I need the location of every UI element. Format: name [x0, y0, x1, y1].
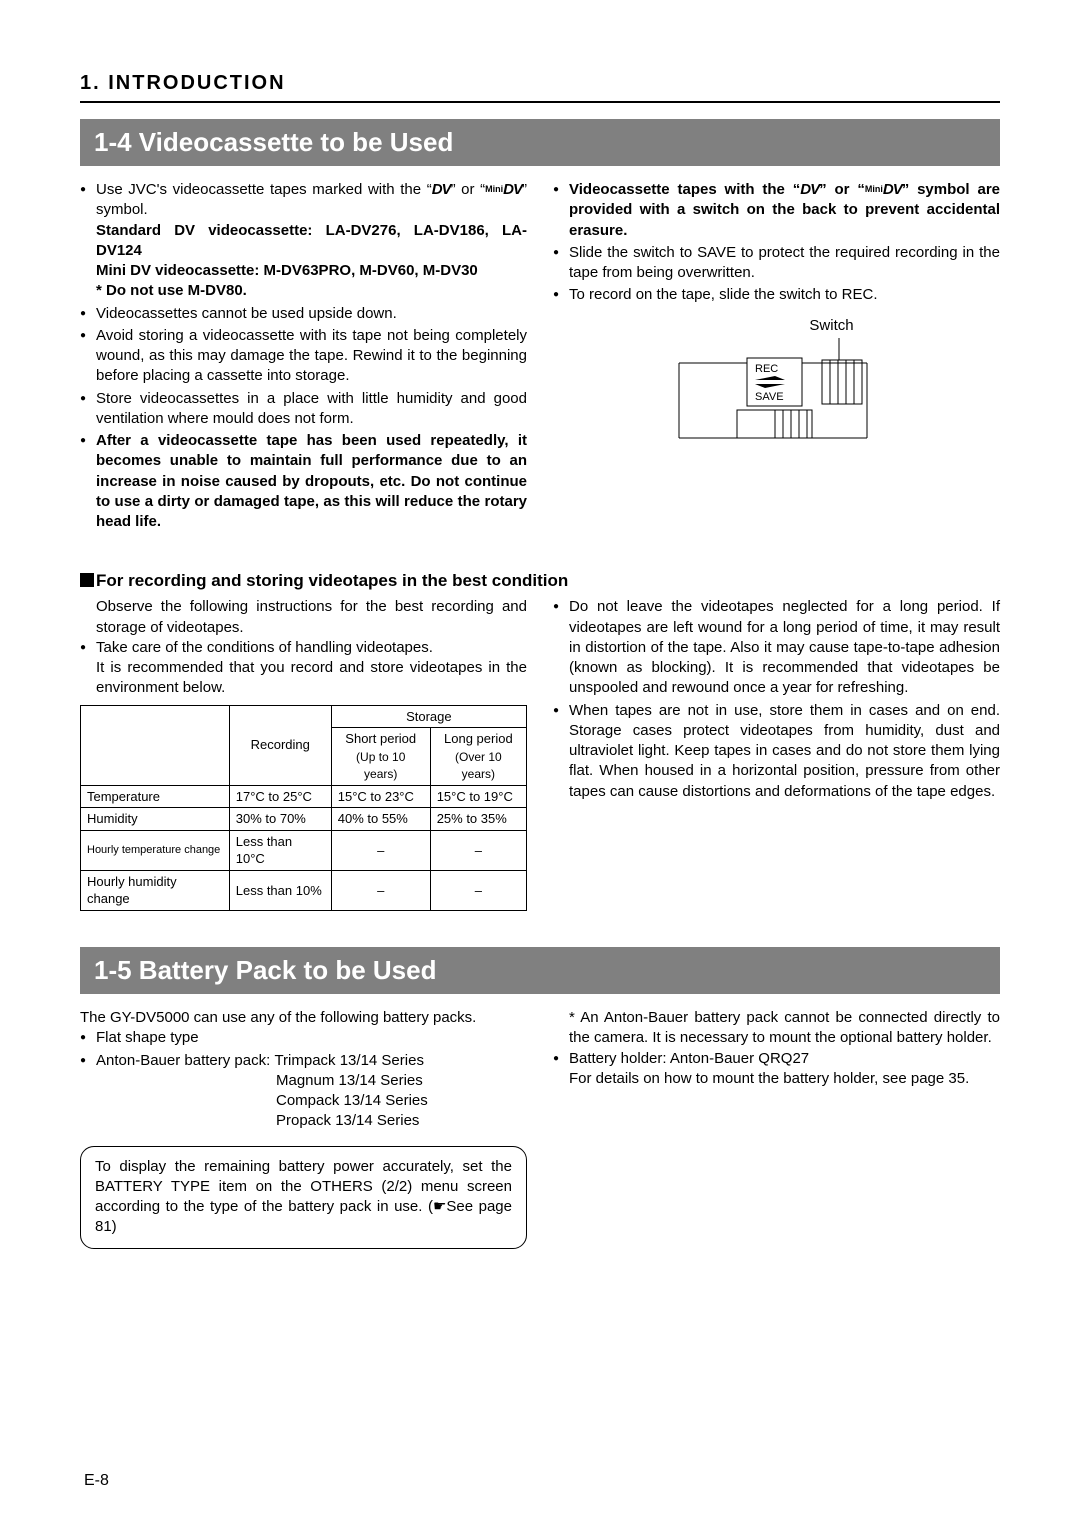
text: ” or “ — [451, 181, 486, 198]
section-1-5-right: * An Anton-Bauer battery pack cannot be … — [553, 1008, 1000, 1249]
note-box: To display the remaining battery power a… — [80, 1146, 527, 1249]
intro-text: Observe the following instructions for t… — [80, 597, 527, 638]
table-row: Temperature 17°C to 25°C 15°C to 23°C 15… — [81, 785, 527, 808]
bullet-item: After a videocassette tape has been used… — [80, 431, 527, 532]
cassette-diagram: Switch REC SAVE — [657, 316, 897, 448]
section-1-5-left: The GY-DV5000 can use any of the followi… — [80, 1008, 527, 1249]
cassette-svg: REC SAVE — [667, 338, 887, 448]
table-cell: 25% to 35% — [430, 808, 526, 831]
bullet-item: Do not leave the videotapes neglected fo… — [553, 597, 1000, 698]
chapter-rule — [80, 101, 1000, 103]
text: ” or “ — [819, 181, 865, 198]
table-cell: Less than 10°C — [229, 830, 331, 870]
text: It is recommended that you record and st… — [96, 659, 527, 696]
table-header — [81, 705, 230, 785]
bullet-item: Videocassettes cannot be used upside dow… — [80, 304, 527, 324]
svg-text:SAVE: SAVE — [755, 391, 784, 403]
section-1-4-left: Use JVC's videocassette tapes marked wit… — [80, 180, 527, 534]
text: Propack 13/14 Series — [276, 1112, 419, 1129]
intro-text: The GY-DV5000 can use any of the followi… — [80, 1008, 527, 1028]
dv-icon: DV — [800, 180, 819, 200]
bullet-item: Slide the switch to SAVE to protect the … — [553, 243, 1000, 284]
table-cell: 40% to 55% — [331, 808, 430, 831]
switch-label: Switch — [657, 316, 897, 336]
section-1-4-right: Videocassette tapes with the “DV” or “Mi… — [553, 180, 1000, 534]
section-1-4-body: Use JVC's videocassette tapes marked wit… — [80, 180, 1000, 534]
table-cell: – — [331, 870, 430, 910]
text: Videocassette tapes with the “ — [569, 181, 800, 198]
table-cell: – — [331, 830, 430, 870]
environment-table: Recording Storage Short period(Up to 10 … — [80, 705, 527, 911]
mini-dv-icon: Mini — [485, 184, 503, 194]
bullet-item: Avoid storing a videocassette with its t… — [80, 326, 527, 387]
table-cell: Temperature — [81, 785, 230, 808]
table-header: Storage — [331, 705, 526, 728]
svg-text:REC: REC — [755, 363, 778, 375]
text: Use JVC's videocassette tapes marked wit… — [96, 181, 432, 198]
page-number: E-8 — [84, 1470, 109, 1492]
subsection-left: Observe the following instructions for t… — [80, 597, 527, 911]
text: Trimpack 13/14 Series — [274, 1052, 424, 1069]
table-cell: 30% to 70% — [229, 808, 331, 831]
section-1-4-title: 1-4 Videocassette to be Used — [80, 119, 1000, 166]
table-cell: 15°C to 23°C — [331, 785, 430, 808]
table-cell: Humidity — [81, 808, 230, 831]
mini-dv-icon: Mini — [865, 184, 883, 194]
square-icon — [80, 573, 94, 587]
bullet-item: Use JVC's videocassette tapes marked wit… — [80, 180, 527, 302]
table-row: Hourly temperature change Less than 10°C… — [81, 830, 527, 870]
table-cell: 15°C to 19°C — [430, 785, 526, 808]
table-row: Hourly humidity change Less than 10% – – — [81, 870, 527, 910]
subsection-right: Do not leave the videotapes neglected fo… — [553, 597, 1000, 911]
chapter-title: 1. INTRODUCTION — [80, 70, 1000, 97]
dv-icon: DV — [503, 180, 522, 200]
text: Compack 13/14 Series — [276, 1092, 428, 1109]
table-header: Recording — [229, 705, 331, 785]
bullet-item: To record on the tape, slide the switch … — [553, 285, 1000, 305]
text: For details on how to mount the battery … — [569, 1070, 969, 1087]
bullet-item: Anton-Bauer battery pack: Trimpack 13/14… — [80, 1051, 527, 1132]
dv-icon: DV — [883, 180, 902, 200]
section-1-5-title: 1-5 Battery Pack to be Used — [80, 947, 1000, 994]
subsection-heading-text: For recording and storing videotapes in … — [96, 571, 568, 590]
bullet-item: Videocassette tapes with the “DV” or “Mi… — [553, 180, 1000, 241]
subsection-body: Observe the following instructions for t… — [80, 597, 1000, 911]
star-note: * An Anton-Bauer battery pack cannot be … — [553, 1008, 1000, 1049]
table-cell: – — [430, 830, 526, 870]
bullet-item: When tapes are not in use, store them in… — [553, 701, 1000, 802]
bold-text: Standard DV videocassette: LA-DV276, LA-… — [96, 221, 527, 262]
table-cell: Hourly temperature change — [81, 830, 230, 870]
text: Battery holder: Anton-Bauer QRQ27 — [569, 1050, 809, 1067]
bullet-item: Take care of the conditions of handling … — [80, 638, 527, 699]
bold-text: * Do not use M-DV80. — [96, 281, 527, 301]
subsection-heading: For recording and storing videotapes in … — [80, 570, 1000, 593]
table-header: Long period(Over 10 years) — [430, 728, 526, 786]
table-header: Short period(Up to 10 years) — [331, 728, 430, 786]
table-cell: – — [430, 870, 526, 910]
bullet-item: Flat shape type — [80, 1028, 527, 1048]
table-row: Humidity 30% to 70% 40% to 55% 25% to 35… — [81, 808, 527, 831]
bullet-item: Battery holder: Anton-Bauer QRQ27 For de… — [553, 1049, 1000, 1090]
table-cell: 17°C to 25°C — [229, 785, 331, 808]
table-cell: Less than 10% — [229, 870, 331, 910]
text: Magnum 13/14 Series — [276, 1072, 423, 1089]
bold-text: Mini DV videocassette: M-DV63PRO, M-DV60… — [96, 261, 527, 281]
bullet-item: Store videocassettes in a place with lit… — [80, 389, 527, 430]
section-1-5-body: The GY-DV5000 can use any of the followi… — [80, 1008, 1000, 1249]
dv-icon: DV — [432, 180, 451, 200]
table-cell: Hourly humidity change — [81, 870, 230, 910]
text: Take care of the conditions of handling … — [96, 639, 433, 656]
text: Anton-Bauer battery pack: — [96, 1052, 270, 1069]
